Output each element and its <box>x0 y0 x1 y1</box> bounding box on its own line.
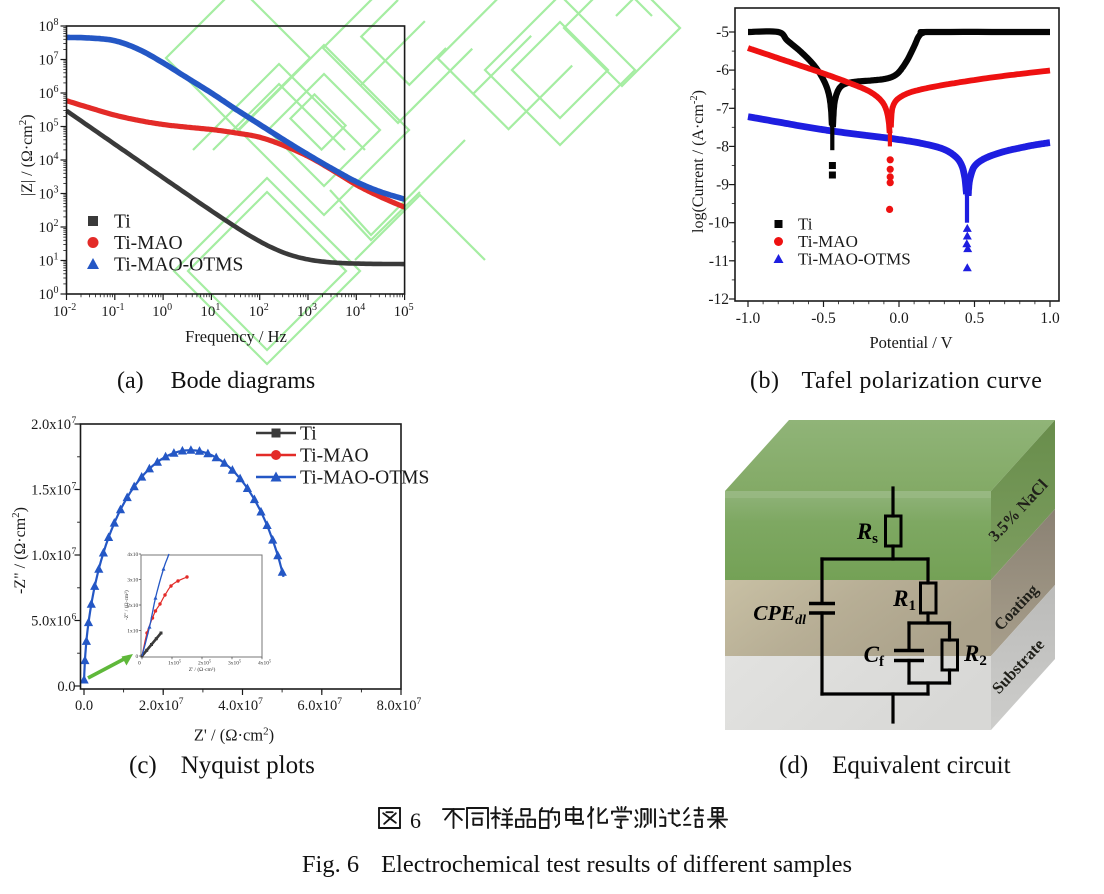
svg-text:8.0x107: 8.0x107 <box>377 697 422 714</box>
svg-text:-Z" / (Ω·cm²): -Z" / (Ω·cm²) <box>123 590 130 620</box>
svg-text:log(Current / (A·cm-2): log(Current / (A·cm-2) <box>689 90 707 233</box>
svg-text:6: 6 <box>410 808 421 833</box>
svg-text:5.0x10: 5.0x10 <box>31 614 71 630</box>
svg-text:3x10: 3x10 <box>127 578 138 584</box>
svg-text:107: 107 <box>39 51 59 69</box>
svg-text:2.0x10: 2.0x10 <box>31 417 71 433</box>
svg-text:Ti-MAO: Ti-MAO <box>300 446 369 467</box>
svg-text:-8: -8 <box>716 138 729 155</box>
svg-text:2x10: 2x10 <box>127 603 138 609</box>
svg-text:Ti-MAO-OTMS: Ti-MAO-OTMS <box>300 468 429 489</box>
svg-text:Ti-MAO: Ti-MAO <box>114 233 183 254</box>
svg-text:100: 100 <box>39 285 59 303</box>
svg-text:Z' / (Ω·cm²): Z' / (Ω·cm²) <box>189 666 216 673</box>
svg-text:1.5x10: 1.5x10 <box>31 483 71 499</box>
svg-text:3x105: 3x105 <box>228 659 241 667</box>
svg-text:102: 102 <box>39 218 59 236</box>
svg-text:Ti-MAO-OTMS: Ti-MAO-OTMS <box>798 250 911 269</box>
svg-text:4.0x107: 4.0x107 <box>218 697 263 714</box>
svg-text:0: 0 <box>138 661 141 667</box>
svg-text:-0.5: -0.5 <box>811 310 836 327</box>
svg-text:100: 100 <box>152 302 172 320</box>
svg-text:-Z" / (Ω·cm2): -Z" / (Ω·cm2) <box>10 507 29 594</box>
svg-text:Z' / (Ω·cm2): Z' / (Ω·cm2) <box>194 726 274 745</box>
svg-text:108: 108 <box>39 17 59 35</box>
svg-text:4x10: 4x10 <box>127 552 138 558</box>
svg-text:Potential / V: Potential / V <box>869 333 952 352</box>
svg-text:7: 7 <box>72 482 77 492</box>
svg-text:2.0x107: 2.0x107 <box>139 697 184 714</box>
svg-text:0.0: 0.0 <box>75 698 93 714</box>
svg-text:104: 104 <box>39 151 59 169</box>
svg-text:104: 104 <box>345 302 365 320</box>
svg-text:-10: -10 <box>708 215 729 232</box>
svg-text:Frequency / Hz: Frequency / Hz <box>185 327 287 346</box>
svg-text:103: 103 <box>39 185 59 203</box>
svg-text:Ti-MAO: Ti-MAO <box>798 232 858 251</box>
svg-text:1x10: 1x10 <box>127 629 138 635</box>
svg-text:7: 7 <box>72 547 77 557</box>
svg-text:101: 101 <box>39 252 59 270</box>
svg-text:-6: -6 <box>716 62 729 79</box>
svg-text:105: 105 <box>39 118 59 136</box>
svg-text:4x105: 4x105 <box>258 659 271 667</box>
svg-text:106: 106 <box>39 84 59 102</box>
svg-text:0.0: 0.0 <box>57 679 75 695</box>
svg-text:1.0x10: 1.0x10 <box>31 548 71 564</box>
svg-text:-12: -12 <box>708 291 729 308</box>
svg-text:Ti: Ti <box>300 424 317 445</box>
svg-text:0.5: 0.5 <box>965 310 985 327</box>
svg-text:6.0x107: 6.0x107 <box>297 697 342 714</box>
svg-text:102: 102 <box>249 302 269 320</box>
svg-text:Ti-MAO-OTMS: Ti-MAO-OTMS <box>114 255 243 276</box>
svg-text:-9: -9 <box>716 177 729 194</box>
svg-text:7: 7 <box>72 416 77 426</box>
svg-text:-5: -5 <box>716 24 729 41</box>
svg-text:1x105: 1x105 <box>168 659 181 667</box>
svg-text:-11: -11 <box>709 253 729 270</box>
svg-text:10-1: 10-1 <box>101 302 124 320</box>
svg-text:1.0: 1.0 <box>1040 310 1060 327</box>
svg-text:103: 103 <box>297 302 317 320</box>
svg-text:105: 105 <box>394 302 414 320</box>
svg-text:|Z| / (Ω·cm2): |Z| / (Ω·cm2) <box>17 114 36 196</box>
svg-text:-1.0: -1.0 <box>736 310 761 327</box>
svg-text:10-2: 10-2 <box>53 302 76 320</box>
svg-text:-7: -7 <box>716 100 729 117</box>
svg-text:2x105: 2x105 <box>198 659 211 667</box>
svg-text:0.0: 0.0 <box>889 310 909 327</box>
svg-text:Ti: Ti <box>798 215 813 234</box>
svg-text:101: 101 <box>200 302 220 320</box>
svg-text:6: 6 <box>72 613 77 623</box>
svg-text:Ti: Ti <box>114 212 131 233</box>
svg-text:0: 0 <box>135 654 138 660</box>
